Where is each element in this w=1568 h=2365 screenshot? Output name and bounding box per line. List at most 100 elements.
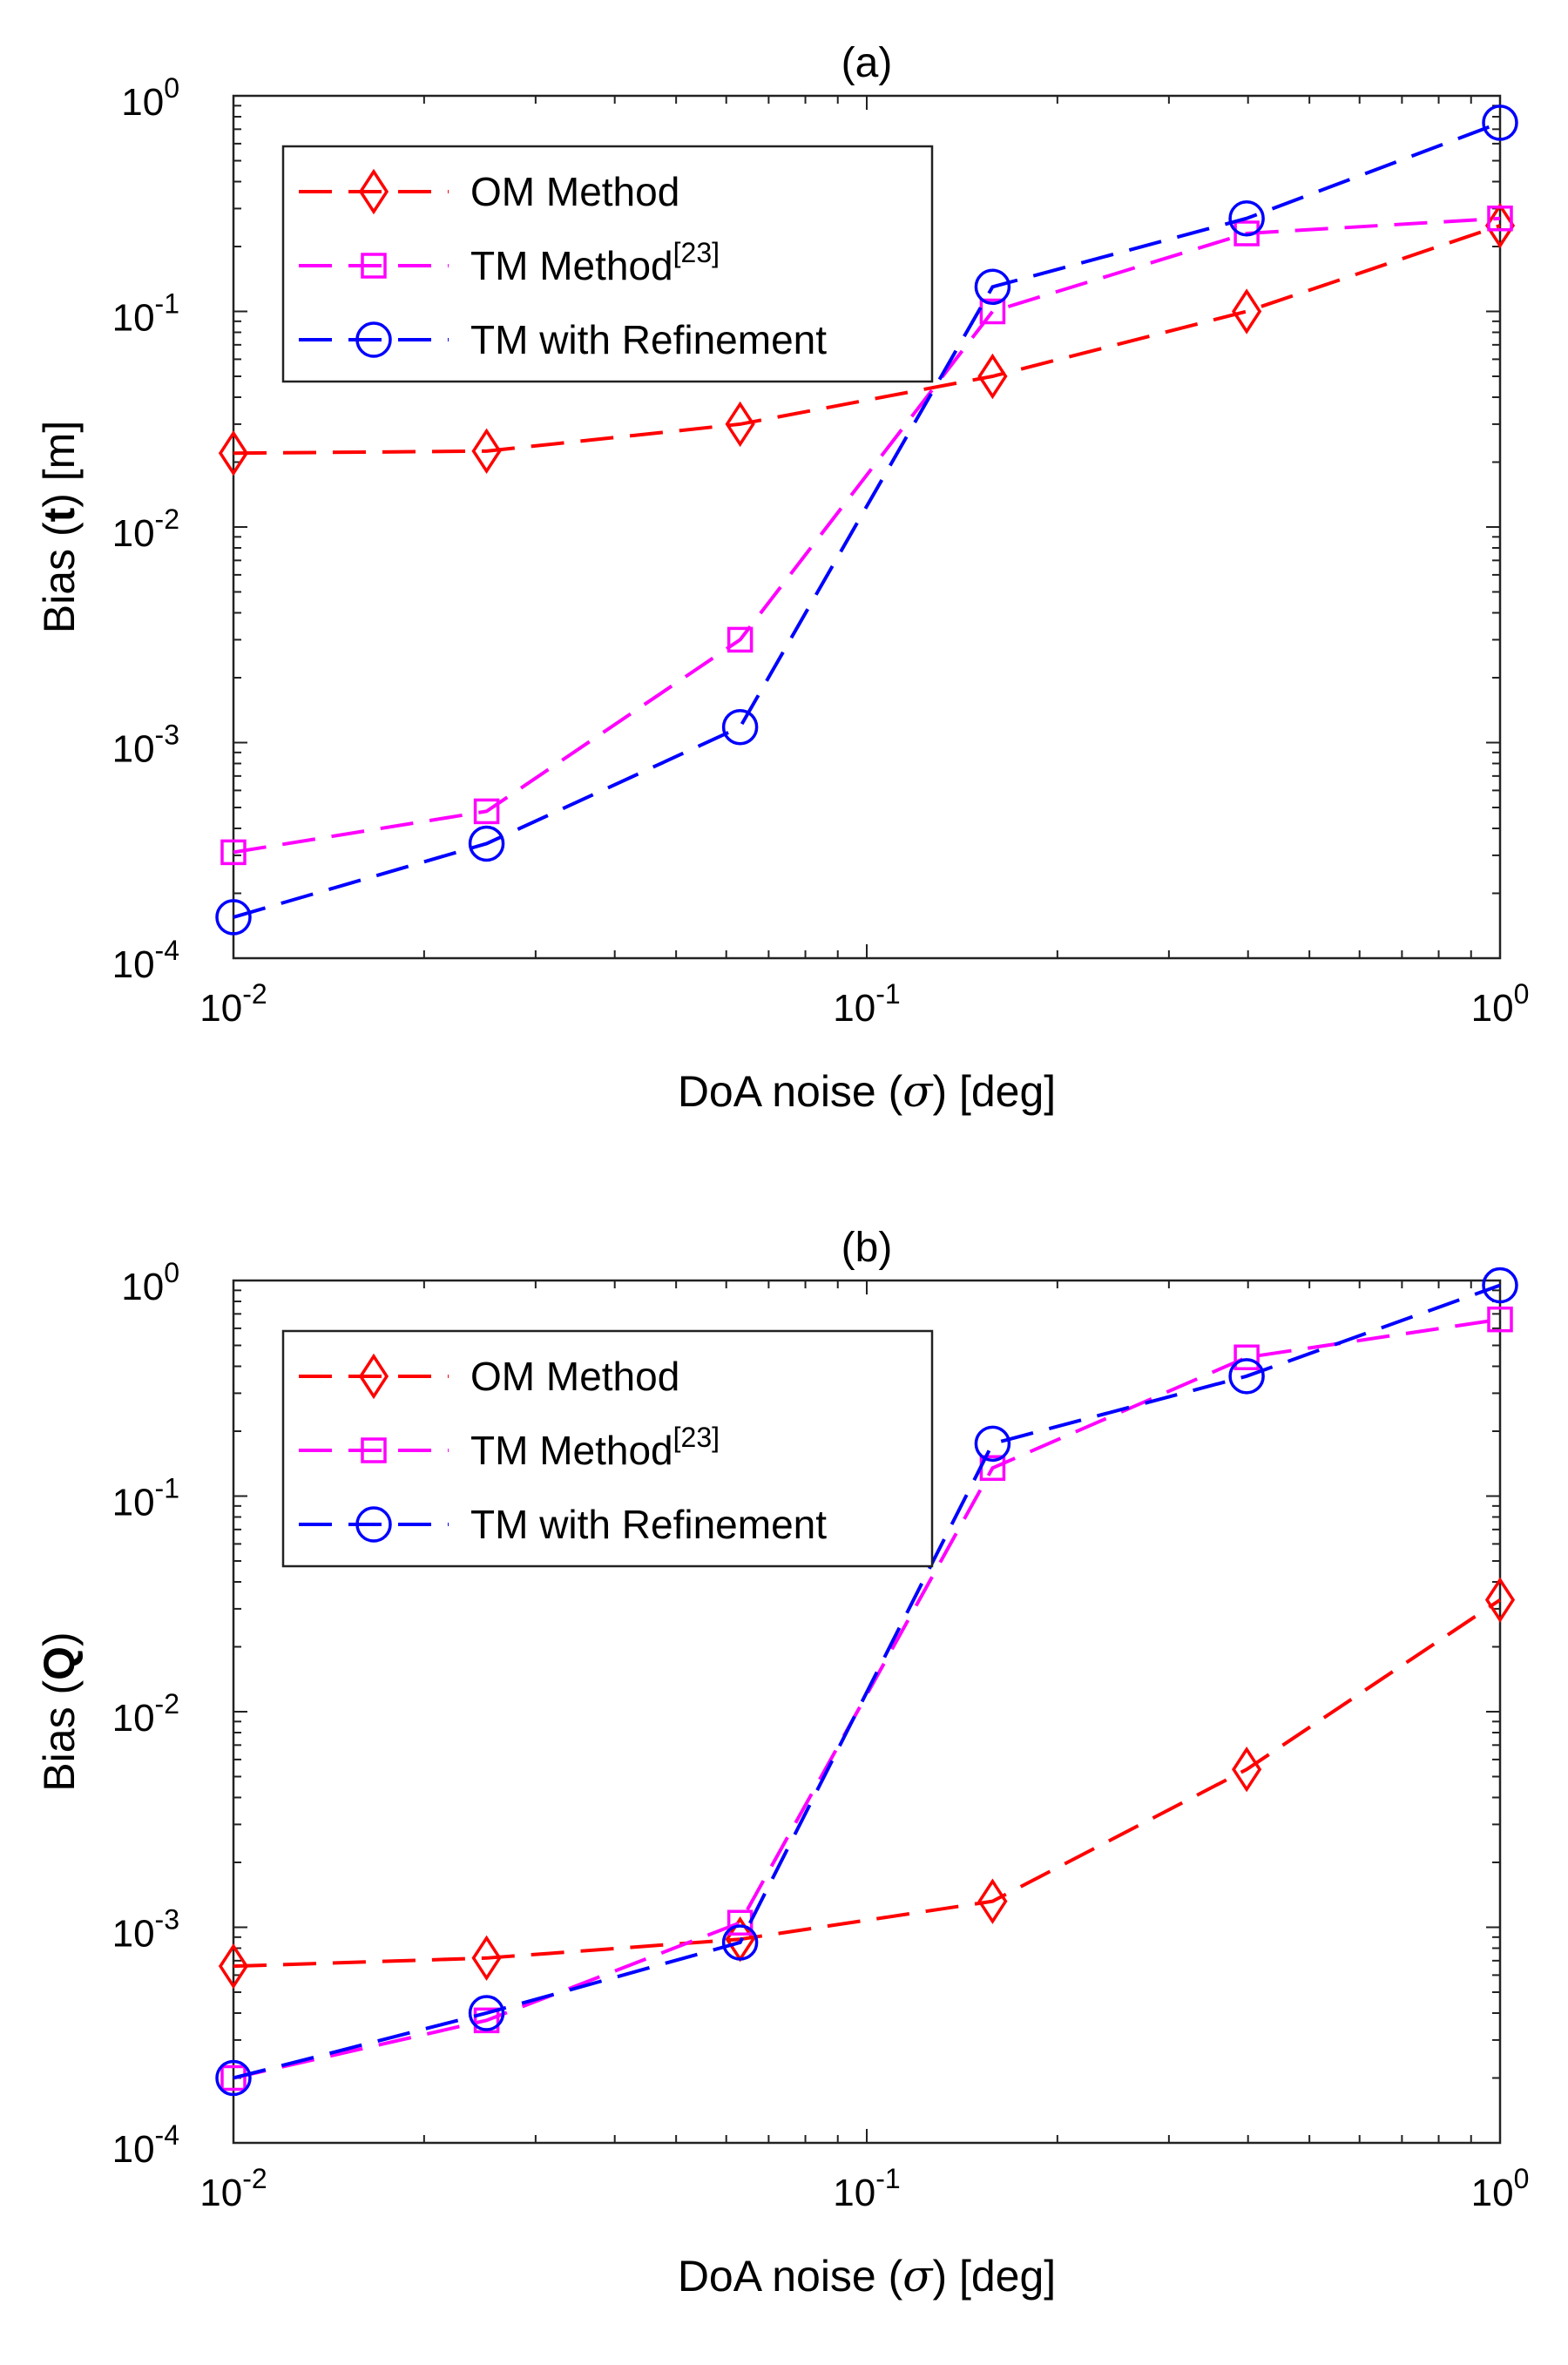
x-axis-label-suffix: ) [deg] [932, 1067, 1056, 1116]
x-tick-label-exponent: -1 [875, 2163, 900, 2194]
x-tick-label: 10-2 [199, 978, 267, 1030]
y-tick-label-exponent: -2 [155, 1688, 179, 1720]
y-tick-label: 10-3 [112, 720, 179, 771]
series-diamond [218, 1577, 1516, 1990]
y-tick-label-exponent: -4 [155, 935, 179, 966]
data-point [979, 298, 1006, 325]
data-point [1232, 288, 1262, 334]
y-tick-label-exponent: -1 [155, 1473, 179, 1504]
y-axis-label-suffix: ) [m] [35, 421, 84, 508]
data-point [1228, 199, 1265, 237]
y-axis-label-suffix: ) [35, 1632, 84, 1646]
data-point [1482, 105, 1518, 141]
chart-title: (b) [841, 1225, 893, 1271]
x-axis-label-prefix: DoA noise ( [678, 1067, 903, 1116]
legend-label-name: TM with Refinement [470, 1502, 827, 1547]
y-axis-label-prefix: Bias ( [35, 522, 84, 633]
x-axis-label-suffix: ) [deg] [932, 2252, 1056, 2301]
data-point [215, 899, 252, 936]
series-diamond [218, 202, 1516, 476]
series-circle [215, 105, 1518, 936]
legend-marker [358, 168, 389, 215]
y-tick-label-base: 10 [112, 2128, 155, 2171]
series-group [215, 105, 1518, 936]
x-tick-label: 10-1 [833, 978, 900, 1030]
x-axis-label: DoA noise (σ) [deg] [678, 2251, 1056, 2301]
x-tick-label-base: 10 [1471, 2172, 1514, 2214]
x-tick-label-base: 10 [199, 987, 242, 1030]
y-tick-label-exponent: 0 [164, 72, 179, 104]
legend-marker [361, 253, 387, 279]
y-tick-label-base: 10 [112, 297, 155, 340]
y-tick-label-base: 10 [121, 1266, 164, 1308]
y-tick-label-exponent: -2 [155, 503, 179, 535]
x-tick-label-base: 10 [833, 2172, 875, 2214]
data-point [471, 1935, 502, 1982]
data-point [977, 353, 1008, 400]
axes-box [232, 1279, 1502, 2145]
chart-title: (a) [841, 40, 893, 86]
data-point [473, 2007, 500, 2034]
data-point [974, 1425, 1011, 1463]
data-point [468, 1995, 505, 2031]
x-tick-label: 100 [1471, 978, 1530, 1030]
data-point [1232, 1747, 1262, 1793]
y-tick-label: 100 [121, 72, 179, 124]
data-point [1487, 205, 1513, 232]
data-point [727, 626, 754, 653]
y-tick-label-base: 10 [112, 1482, 155, 1524]
y-tick-label-base: 10 [112, 1697, 155, 1740]
x-tick-label: 100 [1471, 2163, 1530, 2214]
x-tick-label-exponent: 0 [1514, 2163, 1530, 2194]
x-axis-label-symbol: σ [902, 2251, 934, 2301]
x-tick-label: 10-1 [833, 2163, 900, 2214]
x-tick-label-exponent: -2 [242, 2163, 267, 2194]
series-line [233, 216, 1501, 855]
x-tick-label-base: 10 [833, 987, 875, 1030]
x-tick-label-exponent: -2 [242, 978, 267, 1010]
y-tick-label-base: 10 [112, 1913, 155, 1956]
legend-label: OM Method [470, 169, 679, 214]
legend-label: TM Method[23] [470, 237, 720, 288]
data-point [977, 1878, 1008, 1924]
y-axis-label-symbol: t [35, 507, 84, 522]
legend-label-superscript: [23] [673, 1422, 720, 1453]
series-line [233, 1317, 1501, 2080]
y-tick-label: 10-1 [112, 288, 179, 340]
y-tick-label: 10-2 [112, 503, 179, 555]
data-point [721, 1924, 759, 1961]
y-tick-label-base: 10 [112, 943, 155, 986]
y-axis-label-symbol: Q [35, 1646, 84, 1680]
y-tick-label-exponent: -3 [155, 1904, 179, 1936]
legend-marker [358, 1353, 389, 1400]
series-line [233, 121, 1501, 919]
y-tick-label: 10-4 [112, 2119, 179, 2171]
legend-label-name: TM Method [470, 243, 673, 288]
y-tick-label: 10-4 [112, 935, 179, 986]
series-square [220, 205, 1513, 866]
data-point [725, 401, 755, 448]
legend: OM Method TM Method[23] TM with Refinement [281, 145, 934, 383]
legend-label: OM Method [470, 1354, 679, 1399]
data-point [468, 825, 505, 862]
data-point [1487, 1306, 1513, 1333]
series-group [215, 1267, 1518, 2097]
y-tick-label-base: 10 [112, 512, 155, 555]
x-tick-label-exponent: 0 [1514, 978, 1530, 1010]
y-tick-label-exponent: 0 [164, 1257, 179, 1288]
legend-label: TM with Refinement [470, 317, 827, 362]
data-point [220, 839, 247, 866]
data-point [1233, 220, 1260, 247]
legend-label-name: OM Method [470, 169, 679, 214]
legend-marker [361, 1437, 387, 1463]
x-tick-label-base: 10 [1471, 987, 1514, 1030]
legend-label-name: TM Method [470, 1428, 673, 1473]
x-tick-label-base: 10 [199, 2172, 242, 2214]
legend-label-superscript: [23] [673, 237, 720, 268]
y-axis-label-prefix: Bias ( [35, 1680, 84, 1792]
x-axis-label: DoA noise (σ) [deg] [678, 1066, 1056, 1117]
data-point [721, 708, 759, 746]
y-tick-label: 10-3 [112, 1904, 179, 1956]
